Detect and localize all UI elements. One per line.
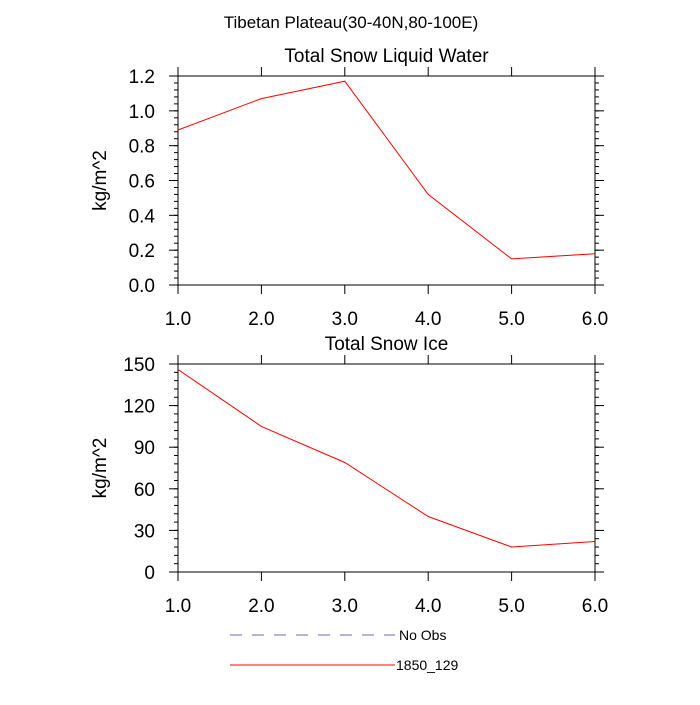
plot-frame bbox=[177, 75, 596, 286]
y-tick-label: 1.2 bbox=[129, 67, 155, 88]
y-tick-label: 120 bbox=[123, 397, 155, 418]
legend-label: 1850_129 bbox=[396, 657, 459, 673]
x-tick-label: 4.0 bbox=[415, 309, 441, 330]
legend-entry: 1850_129 bbox=[230, 657, 459, 673]
y-tick-label: 0 bbox=[144, 563, 155, 584]
chart-panel-1: Total Snow Liquid Water kg/m^2 0.0 0.2 0.4 0.… bbox=[90, 46, 608, 330]
x-tick-label: 2.0 bbox=[248, 596, 274, 617]
series-line-1850_129 bbox=[177, 80, 596, 260]
x-tick-label: 5.0 bbox=[498, 596, 524, 617]
y-tick-label: 0.6 bbox=[129, 172, 155, 193]
y-tick-label: 1.0 bbox=[129, 102, 155, 123]
legend: No Obs 1850_129 bbox=[230, 627, 459, 673]
chart-title: Total Snow Ice bbox=[325, 334, 449, 355]
y-tick-label: 0.2 bbox=[129, 241, 155, 262]
x-tick-label: 1.0 bbox=[165, 309, 191, 330]
y-axis-label: kg/m^2 bbox=[90, 438, 111, 499]
y-tick-label: 0.4 bbox=[129, 206, 156, 227]
legend-label: No Obs bbox=[399, 627, 446, 643]
y-tick-label: 0.0 bbox=[129, 276, 155, 297]
y-tick-label: 30 bbox=[134, 521, 155, 542]
x-tick-label: 2.0 bbox=[248, 309, 274, 330]
y-tick-label: 0.8 bbox=[129, 137, 155, 158]
chart-panel-2: Total Snow Ice kg/m^2 0 30 60 90 120 150 1.0 2.0 3… bbox=[90, 334, 608, 617]
y-tick-label: 60 bbox=[134, 480, 155, 501]
x-tick-label: 4.0 bbox=[415, 596, 441, 617]
x-tick-label: 1.0 bbox=[165, 596, 191, 617]
y-tick-label: 90 bbox=[134, 438, 155, 459]
x-tick-label: 5.0 bbox=[498, 309, 524, 330]
chart-panels: Total Snow Liquid Water kg/m^2 0.0 0.2 0.4 0.… bbox=[90, 46, 608, 617]
chart-title: Total Snow Liquid Water bbox=[284, 46, 489, 67]
x-tick-label: 6.0 bbox=[582, 309, 608, 330]
x-tick-label: 3.0 bbox=[332, 309, 358, 330]
legend-entry: No Obs bbox=[230, 627, 446, 643]
plot-frame bbox=[177, 363, 596, 573]
x-tick-label: 6.0 bbox=[582, 596, 608, 617]
y-tick-label: 150 bbox=[123, 355, 155, 376]
y-axis-label: kg/m^2 bbox=[90, 150, 111, 211]
figure-suptitle: Tibetan Plateau(30-40N,80-100E) bbox=[224, 13, 479, 32]
series-line-1850_129 bbox=[177, 369, 596, 548]
x-tick-label: 3.0 bbox=[332, 596, 358, 617]
